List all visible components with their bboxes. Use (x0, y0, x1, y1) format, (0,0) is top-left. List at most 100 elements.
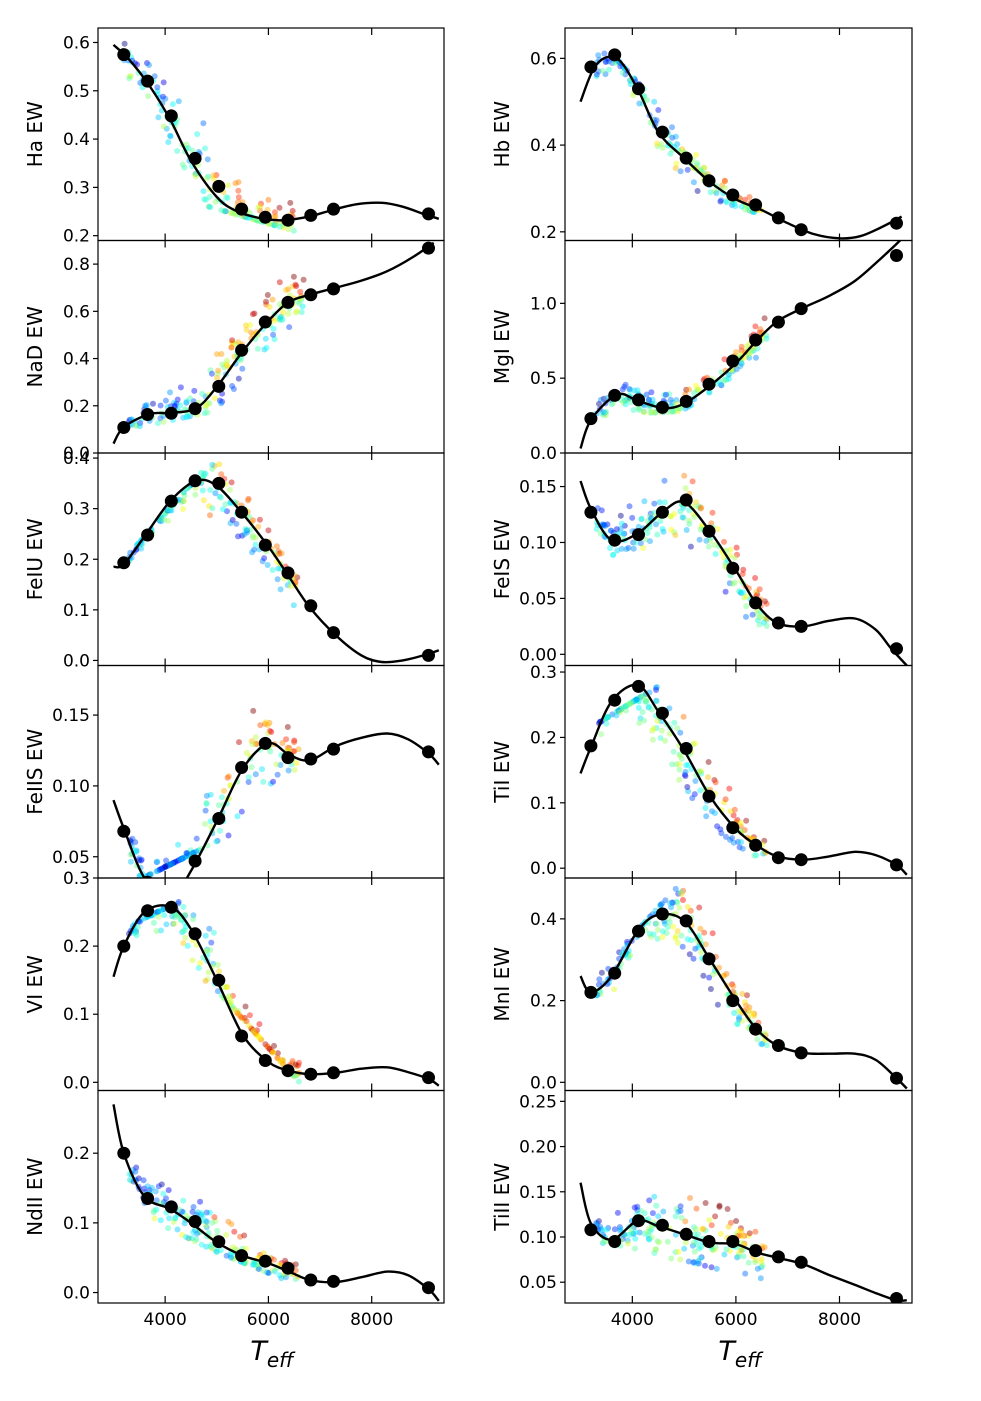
scatter-point (202, 977, 209, 984)
scatter-point (634, 1207, 641, 1214)
scatter-point (180, 1209, 187, 1216)
scatter-point (647, 510, 654, 517)
scatter-point (268, 729, 275, 735)
scatter-point (239, 532, 246, 539)
scatter-point (273, 221, 280, 228)
scatter-point (599, 67, 606, 74)
marker-point (188, 1215, 202, 1228)
scatter-point (208, 1245, 215, 1252)
scatter-point (205, 969, 212, 976)
scatter-point (701, 929, 708, 936)
scatter-point (628, 700, 634, 706)
scatter-point (155, 908, 162, 915)
scatter-point (622, 703, 629, 710)
scatter-point (235, 533, 241, 540)
scatter-point (733, 544, 740, 551)
scatter-point (675, 890, 682, 897)
marker-point (422, 1281, 435, 1295)
scatter-point (250, 517, 256, 524)
marker-point (771, 211, 785, 225)
scatter-point (276, 1057, 283, 1064)
scatter-point (207, 204, 214, 211)
scatter-point (739, 990, 746, 997)
scatter-point (181, 927, 188, 934)
scatter-point (607, 545, 613, 551)
scatter-point (632, 1229, 639, 1236)
scatter-point (242, 1003, 249, 1010)
y-axis-label-nad: NaD EW (23, 306, 47, 388)
scatter-point (625, 1240, 631, 1247)
scatter-point (166, 861, 173, 868)
scatter-point (668, 1255, 675, 1262)
scatter-point (670, 408, 677, 415)
scatter-point (158, 865, 165, 872)
scatter-point (676, 766, 683, 773)
scatter-point (268, 1048, 275, 1055)
scatter-point (627, 387, 633, 393)
scatter-point (743, 593, 750, 600)
scatter-point (263, 298, 269, 305)
scatter-point (635, 704, 642, 711)
scatter-point (621, 522, 628, 529)
scatter-point (745, 1007, 752, 1014)
marker-point (890, 216, 903, 230)
scatter-point (672, 1249, 679, 1256)
scatter-point (186, 413, 193, 420)
scatter-point (172, 912, 179, 918)
scatter-point (279, 309, 286, 316)
scatter-point (178, 855, 185, 862)
scatter-point (647, 1228, 654, 1235)
scatter-point (170, 859, 177, 866)
scatter-point (257, 722, 264, 729)
marker-point (422, 241, 435, 255)
scatter-point (160, 1190, 167, 1197)
scatter-point (169, 101, 176, 108)
scatter-point (609, 60, 616, 66)
scatter-point (250, 707, 257, 714)
scatter-point (207, 791, 214, 798)
scatter-point (686, 517, 693, 524)
scatter-point (708, 1264, 715, 1271)
scatter-point (630, 1230, 637, 1237)
scatter-point (687, 543, 694, 550)
marker-point (794, 619, 808, 633)
scatter-point (157, 866, 164, 873)
scatter-point (220, 506, 227, 513)
y-tick-label: 0.15 (519, 1183, 557, 1203)
marker-point (281, 566, 295, 580)
scatter-point (292, 1061, 299, 1068)
scatter-point (657, 735, 664, 741)
scatter-point (133, 932, 140, 939)
scatter-point (693, 499, 699, 506)
scatter-point (648, 389, 655, 396)
y-axis-label-mni: MnI EW (490, 947, 514, 1022)
scatter-point (751, 1013, 758, 1019)
scatter-point (727, 808, 734, 815)
scatter-point (763, 623, 770, 629)
scatter-point (672, 407, 679, 414)
scatter-point (683, 386, 690, 393)
scatter-point (247, 322, 254, 328)
scatter-point (235, 339, 242, 346)
scatter-point (647, 538, 653, 545)
scatter-point (257, 1036, 264, 1042)
scatter-point (703, 537, 710, 544)
y-tick-label: 0.3 (63, 500, 90, 520)
scatter-point (659, 144, 666, 151)
y-tick-label: 0.6 (63, 33, 90, 53)
scatter-point (283, 736, 290, 743)
marker-point (117, 421, 131, 434)
scatter-point (289, 1060, 296, 1067)
scatter-point (621, 397, 628, 404)
scatter-point (681, 472, 688, 479)
marker-point (890, 1071, 903, 1085)
scatter-point (170, 860, 177, 867)
scatter-point (215, 802, 222, 809)
scatter-point (223, 194, 230, 201)
scatter-point (703, 813, 710, 820)
scatter-point (711, 542, 718, 548)
scatter-point (671, 529, 678, 536)
scatter-point (271, 1268, 278, 1275)
scatter-point (734, 1021, 741, 1028)
scatter-point (741, 999, 748, 1006)
